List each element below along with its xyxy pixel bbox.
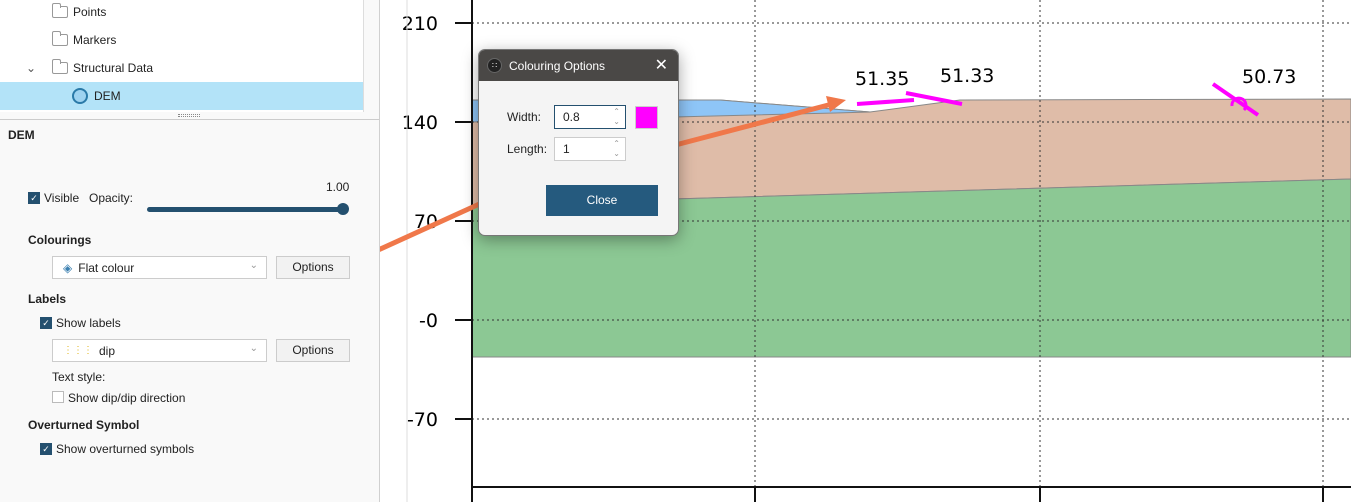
colouring-options-button[interactable]: Options <box>276 256 350 279</box>
tree-item-label: Markers <box>73 33 117 47</box>
labels-heading: Labels <box>28 292 67 306</box>
folder-icon <box>52 59 68 74</box>
spin-arrows-icon[interactable]: ⌃ ⌄ <box>613 107 620 126</box>
tree-selection <box>0 82 363 110</box>
colour-swatch[interactable] <box>635 106 658 129</box>
visible-label: Visible <box>44 191 80 205</box>
opacity-label: Opacity: <box>89 191 134 205</box>
colouring-options-dialog: ∷ Colouring Options ✕ Width: 0.8 ⌃ ⌄ Length:… <box>478 49 679 236</box>
project-tree: Points Markers ⌄ Structural Data DEM <box>0 0 364 112</box>
annotation-arrow <box>663 100 837 151</box>
dip-label: 51.35 <box>855 68 909 90</box>
overturned-marker <box>1230 96 1248 112</box>
chevron-down-icon: ⌄ <box>249 343 258 354</box>
chevron-down-icon: ⌄ <box>249 260 258 271</box>
overturned-heading: Overturned Symbol <box>28 418 140 432</box>
show-overturned-label: Show overturned symbols <box>56 442 195 456</box>
folder-icon <box>52 3 68 18</box>
width-spinbox[interactable]: 0.8 ⌃ ⌄ <box>554 105 626 129</box>
text-style-label: Text style: <box>52 370 106 384</box>
tree-item-markers[interactable]: Markers <box>52 26 116 54</box>
visible-checkbox[interactable]: ✓ <box>28 192 40 204</box>
dip-label: 50.73 <box>1242 66 1296 88</box>
y-tick-label: 210 <box>402 13 438 35</box>
opacity-slider-handle[interactable] <box>337 203 349 215</box>
dialog-title: Colouring Options <box>509 58 606 73</box>
chevron-down-icon[interactable]: ⌄ <box>26 61 37 75</box>
show-dip-label: Show dip/dip direction <box>68 391 186 405</box>
width-label: Width: <box>507 110 542 124</box>
y-tick-label: 140 <box>402 112 438 134</box>
length-label: Length: <box>507 142 548 156</box>
close-button[interactable]: Close <box>546 185 658 216</box>
length-value: 1 <box>563 142 570 156</box>
label-select[interactable]: ⋮⋮⋮ dip ⌄ <box>52 339 267 362</box>
show-dip-checkbox[interactable] <box>52 391 64 403</box>
table-column-icon: ⋮⋮⋮ <box>63 345 93 356</box>
y-tick-label: -0 <box>419 310 438 332</box>
label-options-button[interactable]: Options <box>276 339 350 362</box>
dip-label: 51.33 <box>940 65 994 87</box>
tree-item-structural-data[interactable]: ⌄ Structural Data <box>26 54 153 82</box>
divider <box>0 119 379 120</box>
y-tick-label: -70 <box>407 409 438 431</box>
structural-data-icon <box>72 88 88 104</box>
tree-item-label: Structural Data <box>73 61 154 75</box>
splitter-handle[interactable] <box>178 114 200 117</box>
length-spinbox[interactable]: 1 ⌃ ⌄ <box>554 137 626 161</box>
left-panel: Points Markers ⌄ Structural Data DEM DEM … <box>0 0 380 502</box>
dip-symbol <box>856 98 915 106</box>
label-value: dip <box>99 343 116 358</box>
tree-item-points[interactable]: Points <box>52 0 106 26</box>
paint-bucket-icon: ◈ <box>63 260 73 275</box>
properties-title: DEM <box>8 128 35 142</box>
arrow-head <box>826 96 846 112</box>
app-icon: ∷ <box>487 58 502 73</box>
dip-symbol <box>905 91 963 106</box>
tree-item-label: Points <box>73 5 107 19</box>
colouring-select[interactable]: ◈ Flat colour ⌄ <box>52 256 267 279</box>
tree-item-dem[interactable]: DEM <box>72 82 121 110</box>
colouring-value: Flat colour <box>78 260 135 275</box>
folder-icon <box>52 31 68 46</box>
tree-item-label: DEM <box>94 89 121 103</box>
opacity-slider[interactable] <box>147 207 343 212</box>
show-labels-label: Show labels <box>56 316 121 330</box>
colourings-heading: Colourings <box>28 233 92 247</box>
dialog-titlebar[interactable]: ∷ Colouring Options ✕ <box>479 50 678 81</box>
spin-arrows-icon[interactable]: ⌃ ⌄ <box>613 139 620 158</box>
width-value: 0.8 <box>563 110 580 124</box>
show-overturned-checkbox[interactable]: ✓ <box>40 443 52 455</box>
close-icon[interactable]: ✕ <box>654 57 668 74</box>
opacity-value: 1.00 <box>326 180 350 194</box>
show-labels-checkbox[interactable]: ✓ <box>40 317 52 329</box>
